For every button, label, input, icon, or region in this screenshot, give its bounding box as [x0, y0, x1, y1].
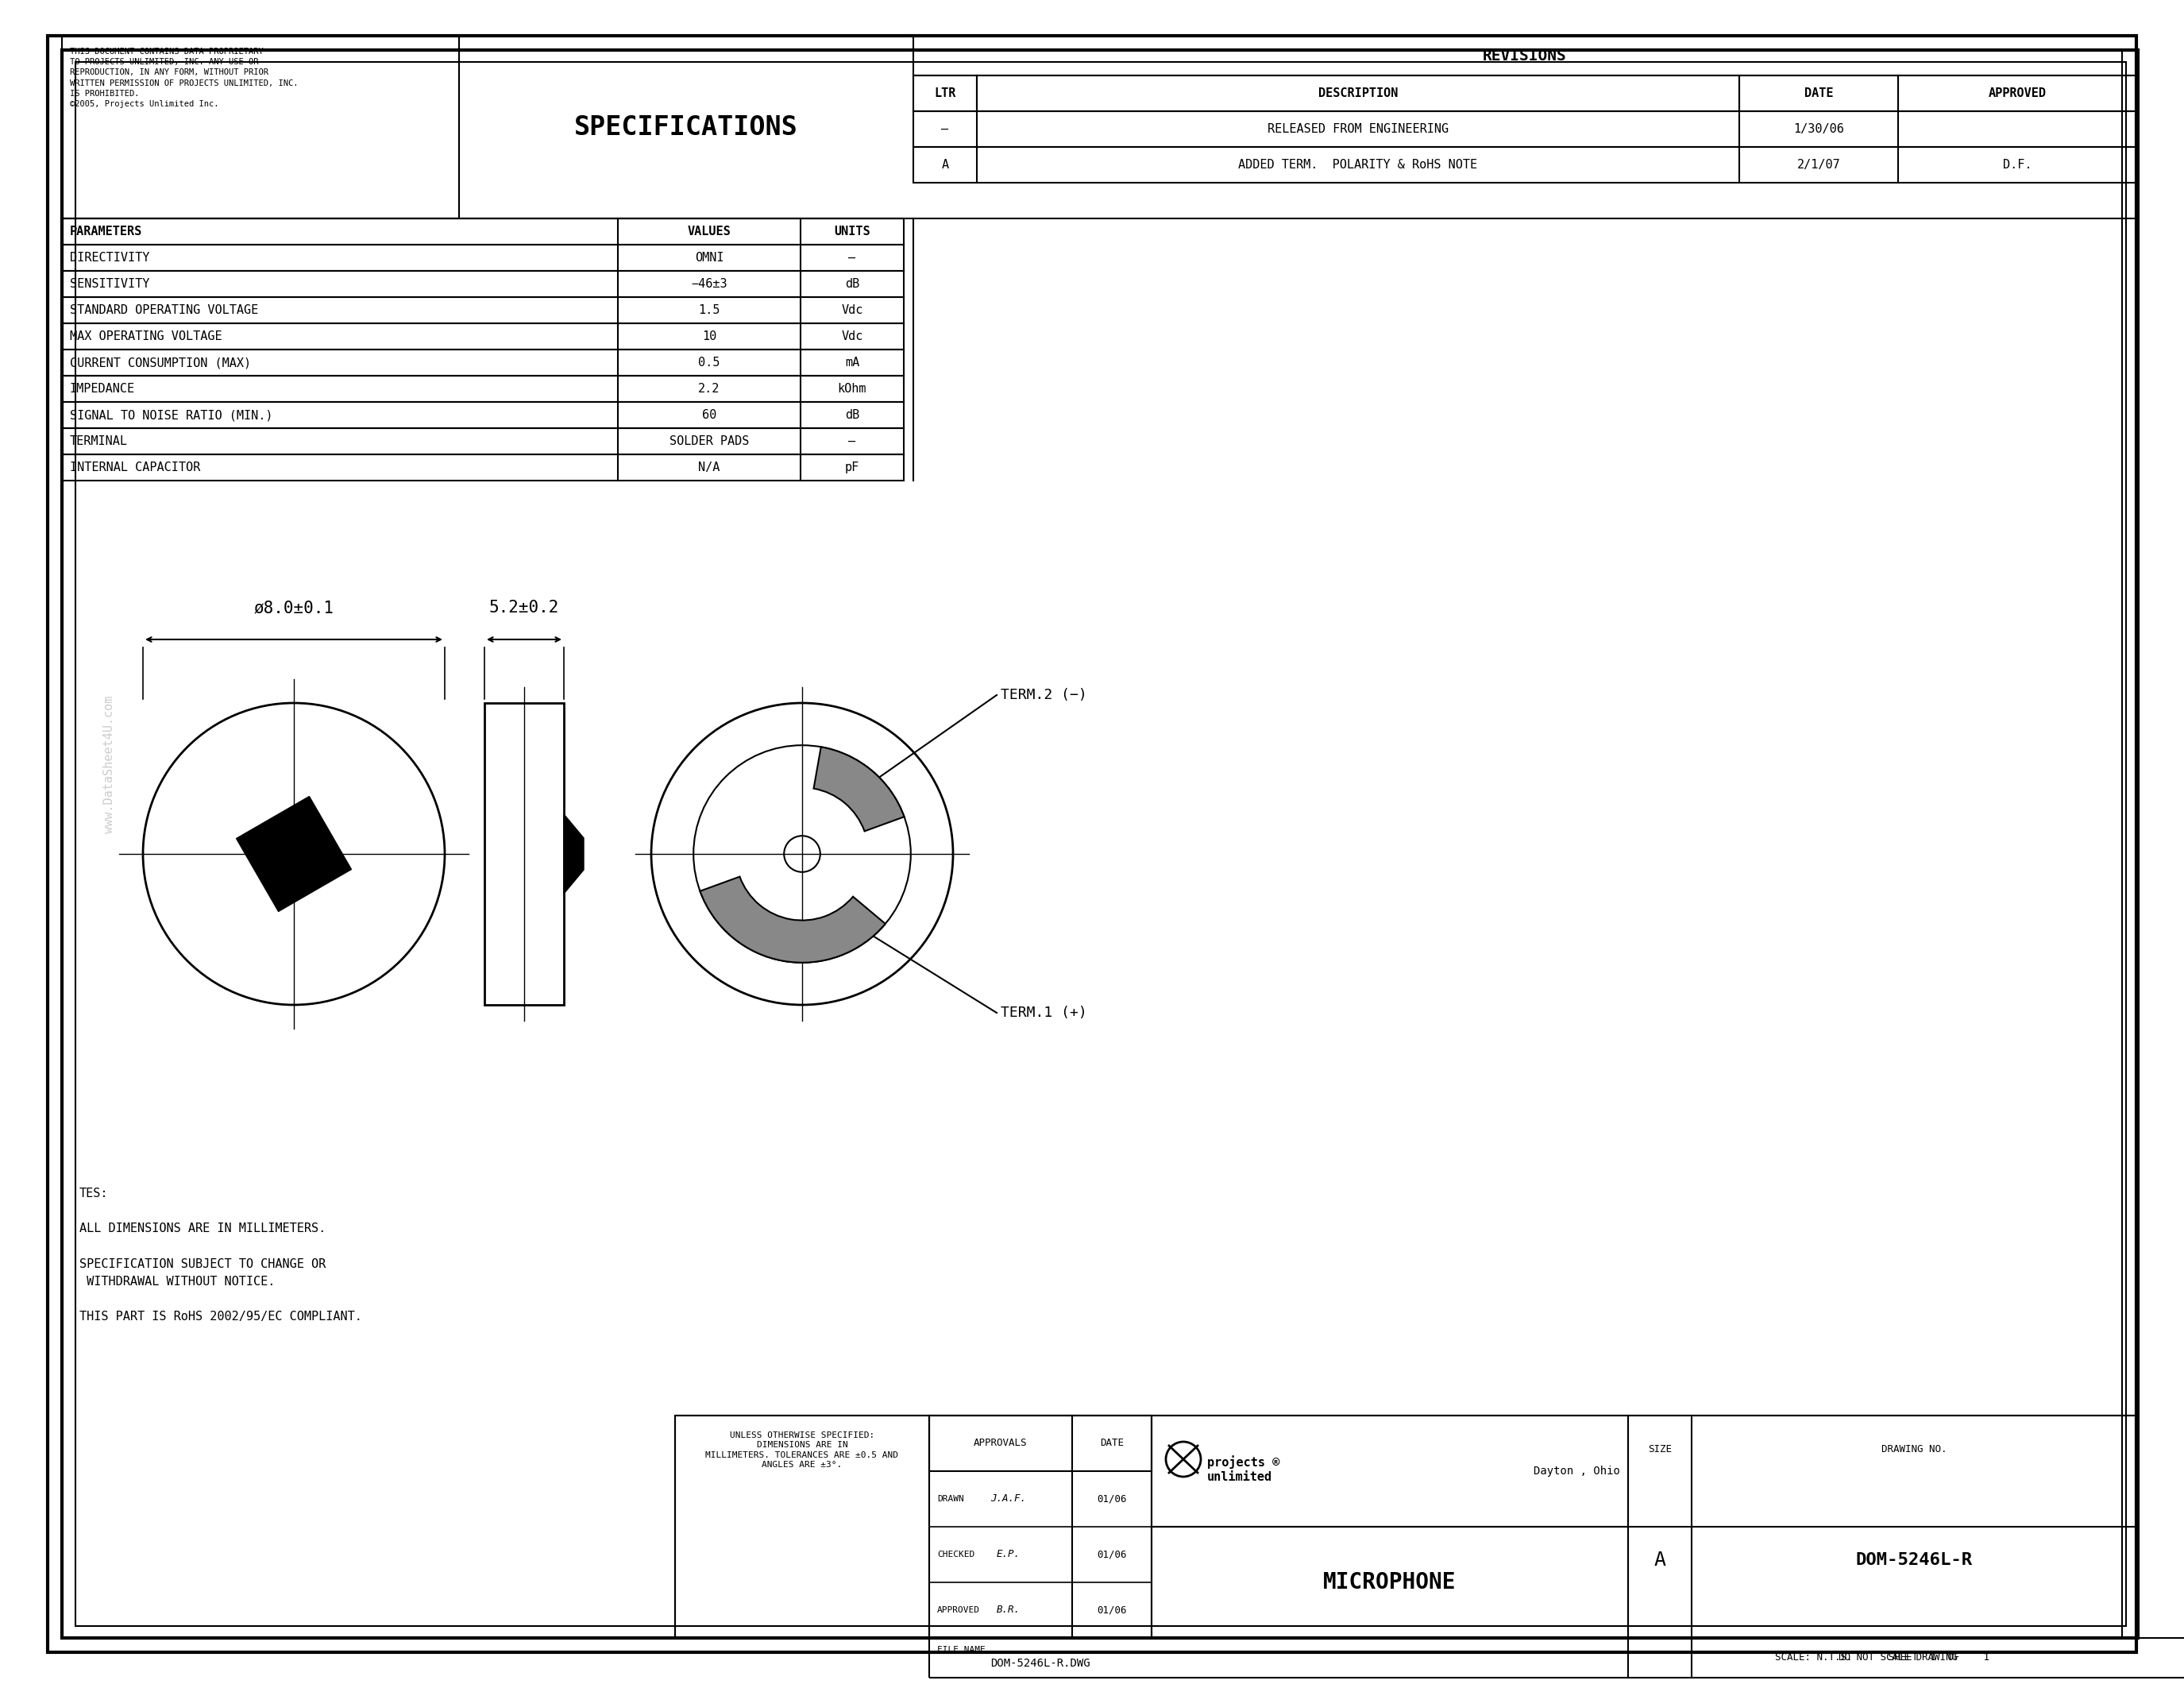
Bar [913, 76, 2136, 111]
Text: Dayton , Ohio: Dayton , Ohio [1533, 1465, 1621, 1477]
Text: SOLDER PADS: SOLDER PADS [668, 436, 749, 447]
Text: RELEASED FROM ENGINEERING: RELEASED FROM ENGINEERING [1267, 123, 1448, 135]
Text: OMNI: OMNI [695, 252, 723, 263]
Text: SIGNAL TO NOISE RATIO (MIN.): SIGNAL TO NOISE RATIO (MIN.) [70, 408, 273, 420]
Text: A: A [941, 159, 948, 170]
Text: MICROPHONE: MICROPHONE [1324, 1572, 1457, 1593]
Text: MAX OPERATING VOLTAGE: MAX OPERATING VOLTAGE [70, 331, 223, 343]
Text: D.F.: D.F. [2003, 159, 2031, 170]
Text: APPROVALS: APPROVALS [974, 1438, 1026, 1448]
Text: 01/06: 01/06 [1096, 1494, 1127, 1504]
Text: Vdc: Vdc [841, 304, 863, 316]
Text: –: – [850, 252, 856, 263]
Text: FILE NAME: FILE NAME [937, 1646, 985, 1654]
Text: pF: pF [845, 461, 858, 473]
Bar [61, 35, 459, 218]
Text: DO NOT SCALE DRAWING: DO NOT SCALE DRAWING [1839, 1653, 1957, 1663]
Text: A: A [1653, 1551, 1666, 1570]
Bar [1151, 1416, 1627, 1526]
Text: ø8.0±0.1: ø8.0±0.1 [253, 599, 334, 616]
Bar [1151, 1526, 1627, 1637]
Text: STANDARD OPERATING VOLTAGE: STANDARD OPERATING VOLTAGE [70, 304, 258, 316]
Text: kOhm: kOhm [839, 383, 867, 395]
Text: www.DataSheet4U.com: www.DataSheet4U.com [103, 695, 116, 834]
Bar [913, 35, 2136, 76]
Text: 01/06: 01/06 [1096, 1605, 1127, 1615]
Text: SENSITIVITY: SENSITIVITY [70, 279, 149, 290]
Text: DESCRIPTION: DESCRIPTION [1319, 88, 1398, 100]
Text: PARAMETERS: PARAMETERS [70, 226, 142, 238]
Text: mA: mA [845, 356, 858, 368]
Bar [1627, 1416, 2136, 1637]
Text: N/A: N/A [699, 461, 721, 473]
Text: APPROVED: APPROVED [937, 1607, 981, 1614]
Text: CURRENT CONSUMPTION (MAX): CURRENT CONSUMPTION (MAX) [70, 356, 251, 368]
Text: 2/1/07: 2/1/07 [1797, 159, 1841, 170]
Text: DOM-5246L-R.DWG: DOM-5246L-R.DWG [992, 1658, 1090, 1669]
Text: DATE: DATE [1804, 88, 1832, 100]
Text: 60: 60 [701, 408, 716, 420]
Bar [928, 1416, 1151, 1472]
Text: DRAWN: DRAWN [937, 1496, 963, 1502]
Text: −46±3: −46±3 [690, 279, 727, 290]
Text: projects ®: projects ® [1208, 1455, 1280, 1469]
Wedge shape [701, 876, 885, 962]
Text: 5.2±0.2: 5.2±0.2 [489, 599, 559, 616]
Text: 01/06: 01/06 [1096, 1550, 1127, 1560]
Text: 10: 10 [701, 331, 716, 343]
Text: 0.5: 0.5 [699, 356, 721, 368]
Text: TES:

ALL DIMENSIONS ARE IN MILLIMETERS.

SPECIFICATION SUBJECT TO CHANGE OR
 WI: TES: ALL DIMENSIONS ARE IN MILLIMETERS. … [79, 1188, 363, 1323]
Text: dB: dB [845, 279, 858, 290]
Text: APPROVED: APPROVED [1987, 88, 2046, 100]
Text: B.R.: B.R. [996, 1605, 1020, 1615]
Text: LTR: LTR [935, 88, 957, 100]
Polygon shape [563, 814, 583, 893]
Text: IMPEDANCE: IMPEDANCE [70, 383, 135, 395]
Bar [485, 702, 563, 1004]
Text: 1.5: 1.5 [699, 304, 721, 316]
Text: TERM.1 (+): TERM.1 (+) [1000, 1006, 1088, 1020]
Text: SPECIFICATIONS: SPECIFICATIONS [574, 115, 797, 140]
Text: CHECKED: CHECKED [937, 1551, 974, 1558]
Text: VALUES: VALUES [688, 226, 732, 238]
Text: DIRECTIVITY: DIRECTIVITY [70, 252, 149, 263]
Bar [928, 1637, 2184, 1678]
Text: SIZE: SIZE [1649, 1443, 1671, 1453]
Bar [675, 1416, 928, 1637]
Text: E.P.: E.P. [996, 1550, 1020, 1560]
Text: DOM-5246L-R: DOM-5246L-R [1856, 1553, 1972, 1568]
Text: ADDED TERM.  POLARITY & RoHS NOTE: ADDED TERM. POLARITY & RoHS NOTE [1238, 159, 1479, 170]
Text: Vdc: Vdc [841, 331, 863, 343]
Text: INTERNAL CAPACITOR: INTERNAL CAPACITOR [70, 461, 201, 473]
Bar [61, 218, 904, 481]
Text: unlimited: unlimited [1208, 1472, 1273, 1484]
Bar [928, 1416, 1151, 1637]
Text: 2.2: 2.2 [699, 383, 721, 395]
Wedge shape [815, 746, 904, 830]
Text: REVISIONS: REVISIONS [1483, 47, 1566, 62]
Text: –: – [850, 436, 856, 447]
Text: UNITS: UNITS [834, 226, 869, 238]
Bar [913, 147, 2136, 182]
Text: UNLESS OTHERWISE SPECIFIED:
DIMENSIONS ARE IN
MILLIMETERS. TOLERANCES ARE ±0.5 A: UNLESS OTHERWISE SPECIFIED: DIMENSIONS A… [705, 1431, 898, 1469]
Text: SCALE: N.T.S.      SHEET  1  OF    1: SCALE: N.T.S. SHEET 1 OF 1 [1776, 1653, 1990, 1663]
Text: J.A.F.: J.A.F. [992, 1494, 1026, 1504]
Text: 1/30/06: 1/30/06 [1793, 123, 1843, 135]
Polygon shape [236, 797, 352, 912]
Text: TERM.2 (−): TERM.2 (−) [1000, 689, 1088, 702]
Text: dB: dB [845, 408, 858, 420]
Text: DATE: DATE [1101, 1438, 1125, 1448]
Bar [913, 111, 2136, 147]
Text: TERMINAL: TERMINAL [70, 436, 129, 447]
Text: DRAWING NO.: DRAWING NO. [1880, 1443, 1946, 1453]
Text: –: – [941, 123, 948, 135]
Text: THIS DOCUMENT CONTAINS DATA PROPRIETARY
TO PROJECTS UNLIMITED, INC. ANY USE OR
R: THIS DOCUMENT CONTAINS DATA PROPRIETARY … [70, 47, 299, 108]
Bar [675, 1416, 2136, 1637]
